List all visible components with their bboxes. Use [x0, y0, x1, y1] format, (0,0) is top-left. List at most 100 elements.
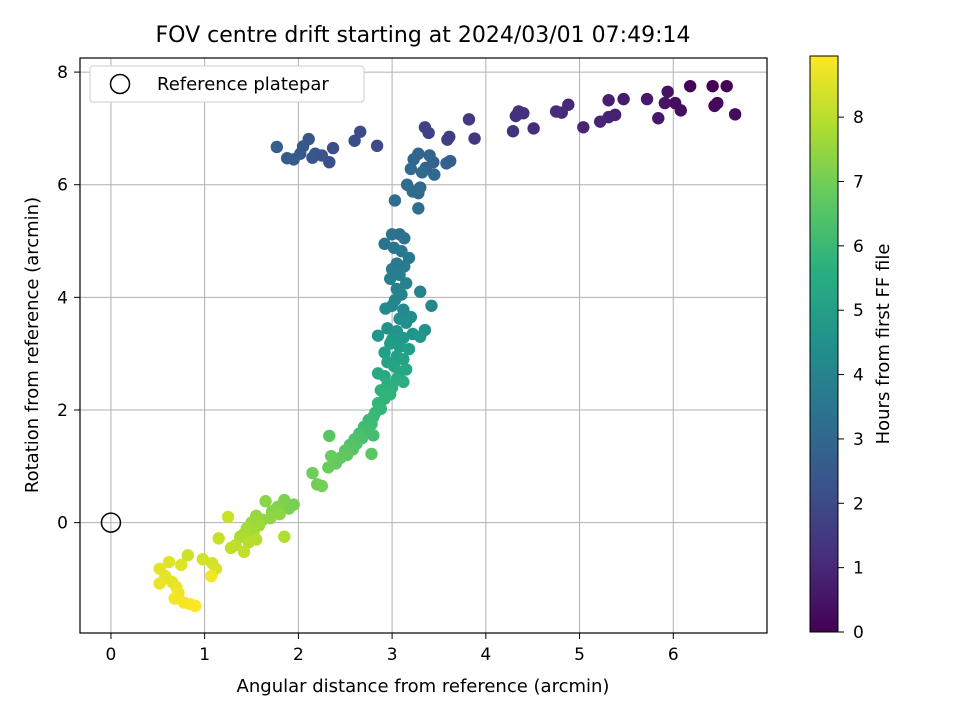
chart-title: FOV centre drift starting at 2024/03/01 … — [156, 23, 691, 48]
data-point — [381, 322, 394, 335]
data-point — [280, 152, 294, 165]
data-point — [428, 168, 441, 181]
data-point — [441, 133, 454, 146]
data-point — [398, 232, 411, 245]
data-point — [348, 134, 361, 147]
x-tick-label: 0 — [106, 645, 117, 665]
data-point — [354, 125, 367, 138]
data-point — [414, 330, 427, 343]
y-tick-label: 4 — [57, 288, 68, 308]
data-point — [527, 122, 540, 135]
data-point — [384, 272, 397, 285]
x-tick-label: 5 — [574, 645, 585, 665]
data-point — [462, 113, 476, 126]
data-point — [399, 316, 413, 329]
data-point — [221, 510, 235, 524]
x-tick-label: 2 — [293, 645, 304, 665]
data-point — [652, 112, 665, 125]
data-point — [385, 228, 399, 241]
data-point — [153, 577, 166, 590]
plot-frame — [79, 57, 768, 634]
data-point — [708, 99, 721, 113]
colorbar-tick-label: 6 — [853, 237, 864, 257]
data-point — [306, 151, 319, 164]
data-point — [237, 545, 251, 559]
data-point — [306, 466, 319, 480]
data-point — [278, 530, 291, 543]
data-point — [224, 541, 238, 555]
data-point — [706, 79, 719, 93]
data-point — [728, 108, 742, 121]
data-point — [384, 337, 397, 350]
data-point — [365, 447, 378, 461]
data-point — [259, 495, 272, 508]
x-tick-label: 3 — [387, 645, 398, 665]
data-point — [196, 553, 209, 566]
data-point — [400, 178, 414, 191]
data-point — [549, 105, 563, 118]
data-point — [661, 85, 674, 98]
data-point — [324, 449, 338, 463]
data-point — [393, 340, 406, 354]
data-point — [509, 109, 523, 123]
data-point — [674, 104, 687, 117]
data-point — [402, 342, 416, 356]
data-point — [593, 115, 607, 128]
data-point — [181, 549, 194, 562]
data-point — [423, 149, 436, 162]
colorbar-tick-label: 0 — [853, 623, 864, 643]
data-point — [397, 375, 410, 389]
data-point — [205, 569, 218, 583]
data-point — [602, 94, 615, 107]
x-axis-label: Angular distance from reference (arcmin) — [237, 676, 610, 697]
y-tick-label: 2 — [57, 401, 68, 421]
colorbar-tick-label: 3 — [853, 430, 864, 450]
data-point — [412, 202, 425, 215]
colorbar-tick-label: 4 — [853, 366, 864, 386]
data-point — [418, 121, 432, 134]
legend-marker-circle-icon — [109, 73, 131, 95]
data-point — [189, 599, 202, 613]
data-point — [323, 429, 336, 443]
colorbar-label: Hours from first FF file — [873, 244, 894, 445]
x-tick-label: 6 — [668, 645, 679, 665]
data-point — [370, 139, 384, 153]
grid-lines — [80, 58, 767, 633]
data-point — [168, 592, 181, 605]
reference-platepar-marker — [100, 512, 122, 533]
colorbar-tick-label: 1 — [853, 559, 864, 579]
data-point — [393, 268, 406, 282]
colorbar-tick-label: 5 — [853, 301, 864, 321]
data-point — [379, 302, 392, 315]
data-point — [468, 132, 481, 145]
data-point — [273, 507, 286, 521]
data-point — [414, 285, 427, 298]
data-point — [407, 153, 420, 166]
y-axis-label: Rotation from reference (arcmin) — [22, 197, 43, 493]
colorbar: 0 1 2 3 4 5 6 7 8 Hours from first FF file — [809, 55, 894, 643]
y-axis-ticks: 0 2 4 6 8 — [57, 63, 80, 534]
data-point — [175, 558, 188, 572]
data-point — [378, 346, 391, 359]
y-tick-label: 0 — [57, 514, 68, 534]
x-axis-ticks: 0 1 2 3 4 5 6 — [106, 633, 679, 665]
data-point — [270, 140, 284, 154]
data-point — [371, 329, 385, 342]
legend: Reference platepar — [89, 65, 365, 103]
data-point — [720, 79, 733, 93]
colorbar-gradient — [809, 55, 839, 633]
data-point — [326, 141, 340, 155]
data-point — [506, 125, 520, 138]
data-point — [683, 79, 697, 93]
data-point — [404, 162, 418, 176]
data-point — [399, 277, 413, 290]
data-point — [640, 92, 654, 106]
data-point — [425, 299, 438, 312]
data-point — [658, 96, 672, 110]
data-point — [367, 429, 380, 442]
data-point — [315, 479, 329, 493]
x-tick-label: 4 — [480, 645, 491, 665]
colorbar-tick-label: 2 — [853, 494, 864, 514]
data-point — [162, 555, 176, 569]
